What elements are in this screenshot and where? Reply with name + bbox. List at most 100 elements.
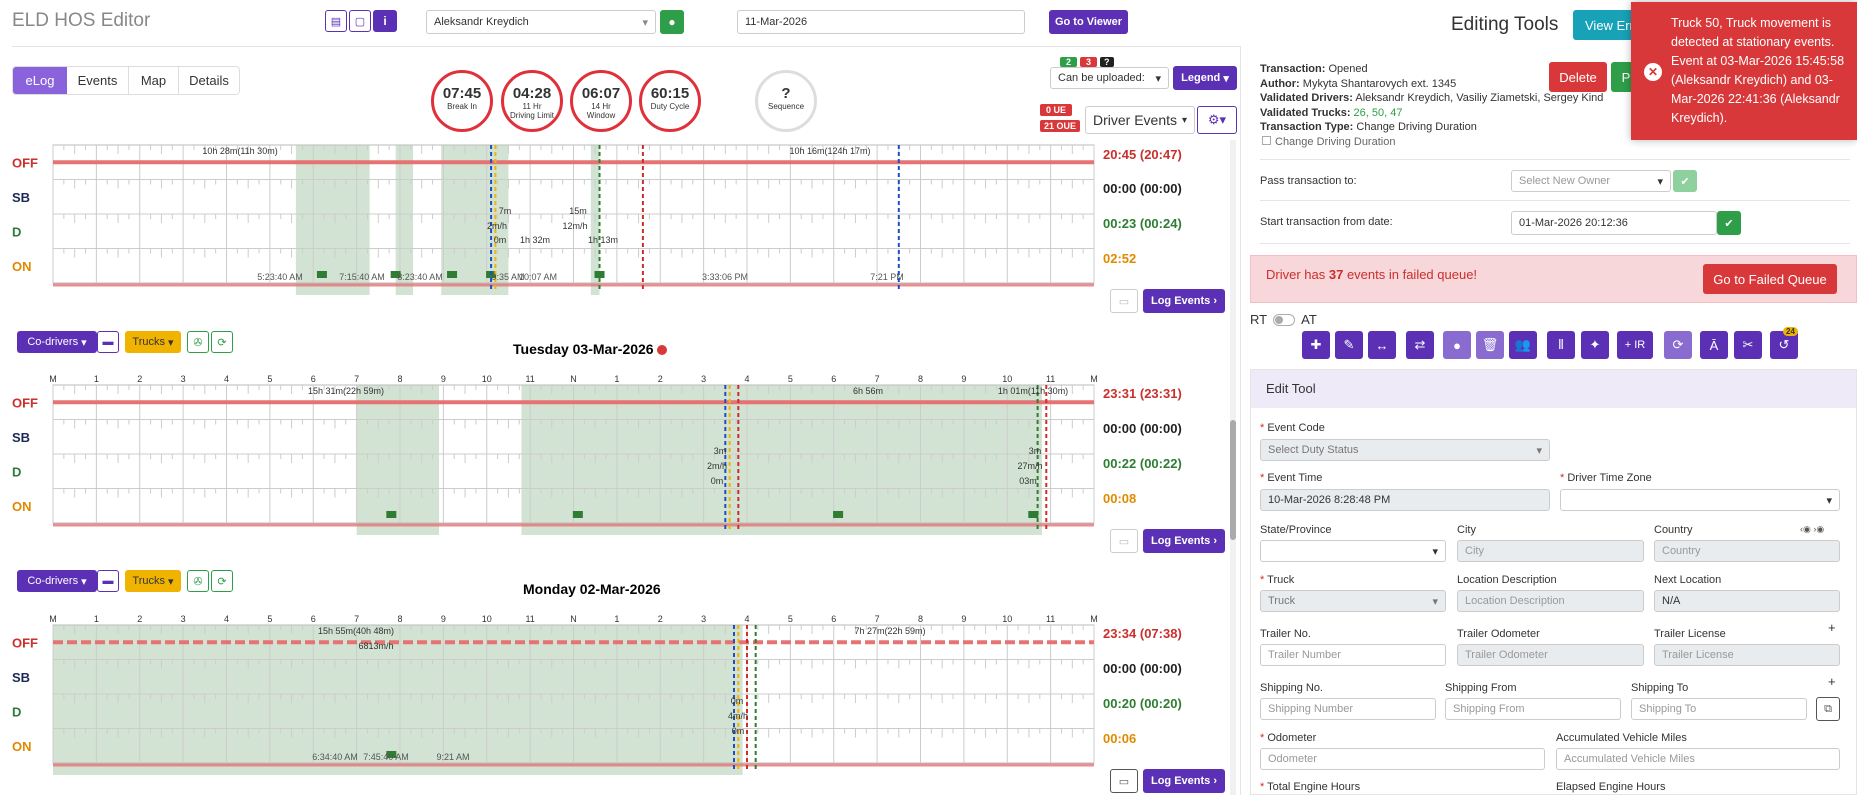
day2-refresh-icon[interactable]: ⟳ <box>211 331 233 353</box>
hour-label: 4 <box>744 374 749 384</box>
document-icon[interactable]: ▤ <box>325 10 347 32</box>
info-icon[interactable]: i <box>373 10 397 32</box>
delete-event-button[interactable]: 🗑 <box>1476 331 1504 359</box>
city-input[interactable]: City <box>1457 540 1644 562</box>
legend-button[interactable]: Legend ▾ <box>1173 66 1237 90</box>
magic-wand-icon: ✦ <box>1589 337 1601 352</box>
date-input[interactable]: 11-Mar-2026 <box>737 10 1025 34</box>
ship-from-input[interactable]: Shipping From <box>1445 698 1621 720</box>
add-event-button[interactable]: ✚ <box>1302 331 1330 359</box>
add-ir-button[interactable]: + IR <box>1617 331 1653 359</box>
state-select[interactable]: ▾ <box>1260 540 1446 562</box>
event-time-label: Event Time <box>1260 472 1322 484</box>
day3-log-events-button[interactable]: Log Events › <box>1143 769 1225 793</box>
day2-log-events-button[interactable]: Log Events › <box>1143 529 1225 553</box>
event-time-label: 9:21 AM <box>436 752 469 762</box>
failed-count: 37 <box>1328 267 1344 282</box>
truck-select[interactable]: Truck ▾ <box>1260 590 1446 612</box>
country-placeholder: Country <box>1662 545 1701 557</box>
divider <box>1260 200 1850 201</box>
day2-codrivers-button[interactable]: Co-drivers ▾ <box>17 331 97 353</box>
tab-map[interactable]: Map <box>129 67 179 94</box>
duration-annotation: 27m/h <box>1017 461 1042 471</box>
error-toast[interactable]: ✕ Truck 50, Truck movement is detected a… <box>1631 2 1857 140</box>
chevron-down-icon: ▾ <box>1155 72 1161 85</box>
next-loc-input[interactable]: N/A <box>1654 590 1840 612</box>
shift-event-button[interactable]: ↔ <box>1368 331 1396 359</box>
checkbox-icon[interactable] <box>1262 135 1271 145</box>
scrollbar-thumb[interactable] <box>1230 420 1236 540</box>
cut-tool-button[interactable]: ✂ <box>1734 331 1762 359</box>
day2-robot-icon[interactable]: ✇ <box>187 331 209 353</box>
note-icon[interactable]: ▢ <box>349 10 371 32</box>
start-date-input[interactable]: 01-Mar-2026 20:12:36 <box>1511 211 1717 235</box>
day3-truck-icon[interactable]: ▬ <box>97 570 119 592</box>
day1-comment-button[interactable]: ▭ <box>1110 289 1138 313</box>
upload-select[interactable]: Can be uploaded: ▾ <box>1050 67 1169 89</box>
columns-button[interactable]: ⦀ <box>1547 331 1575 359</box>
shaded-period <box>295 145 370 295</box>
go-to-failed-queue-button[interactable]: Go to Failed Queue <box>1703 264 1837 294</box>
day3-codrivers-button[interactable]: Co-drivers ▾ <box>17 570 97 592</box>
driver-events-select[interactable]: Driver Events ▾ <box>1085 106 1195 134</box>
log-events-label: Log Events <box>1150 775 1211 787</box>
add-shipping-icon[interactable]: + <box>1828 674 1836 689</box>
magic-button[interactable]: ✦ <box>1581 331 1609 359</box>
loc-desc-input[interactable]: Location Description <box>1457 590 1644 612</box>
day1-log-events-button[interactable]: Log Events › <box>1143 289 1225 313</box>
tab-events[interactable]: Events <box>67 67 129 94</box>
trailer-no-input[interactable]: Trailer Number <box>1260 644 1446 666</box>
day3-comment-button[interactable]: ▭ <box>1110 769 1138 793</box>
location-pin-icons[interactable]: ‹◉ ›◉ <box>1800 524 1825 534</box>
driver-select[interactable]: Aleksandr Kreydich ▾ <box>426 10 656 34</box>
day2-truck-icon[interactable]: ▬ <box>97 331 119 353</box>
duration-annotation: 4m/h <box>728 711 748 721</box>
new-owner-select[interactable]: Select New Owner ▾ <box>1511 170 1671 192</box>
pass-confirm-button[interactable]: ✔ <box>1673 170 1697 192</box>
ship-no-input[interactable]: Shipping Number <box>1260 698 1436 720</box>
day3-robot-icon[interactable]: ✇ <box>187 570 209 592</box>
event-time-input[interactable]: 10-Mar-2026 8:28:48 PM <box>1260 489 1550 511</box>
copy-button[interactable]: ⧉ <box>1816 697 1840 721</box>
edit-event-button[interactable]: ✎ <box>1335 331 1363 359</box>
hour-label: N <box>570 374 577 384</box>
codriver-event-button[interactable]: 👥 <box>1509 331 1537 359</box>
truck-marker-icon <box>316 271 327 278</box>
hour-label: 4 <box>224 374 229 384</box>
text-tool-button[interactable]: Ā <box>1700 331 1728 359</box>
day2-comment-button[interactable]: ▭ <box>1110 529 1138 553</box>
delete-button[interactable]: Delete <box>1549 62 1607 92</box>
divider <box>1260 243 1850 244</box>
acc-miles-input[interactable]: Accumulated Vehicle Miles <box>1556 748 1840 770</box>
event-code-select[interactable]: Select Duty Status ▾ <box>1260 439 1550 461</box>
driver-profile-button[interactable]: ● <box>660 10 684 34</box>
hour-label: 5 <box>267 374 272 384</box>
odometer-input[interactable]: Odometer <box>1260 748 1545 770</box>
driver-event-button[interactable]: ● <box>1443 331 1471 359</box>
charts-scrollbar[interactable] <box>1230 140 1236 795</box>
tab-details[interactable]: Details <box>179 67 239 94</box>
close-icon[interactable]: ✕ <box>1644 63 1662 81</box>
hour-label: 6 <box>831 614 836 624</box>
country-input[interactable]: Country <box>1654 540 1840 562</box>
day3-trucks-button[interactable]: Trucks ▾ <box>125 570 181 592</box>
day3-refresh-icon[interactable]: ⟳ <box>211 570 233 592</box>
trailer-odo-input[interactable]: Trailer Odometer <box>1457 644 1644 666</box>
tab-elog[interactable]: eLog <box>13 67 67 94</box>
add-trailer-icon[interactable]: + <box>1828 620 1836 635</box>
refresh-tool-button[interactable]: ⟳ <box>1664 331 1692 359</box>
go-to-viewer-button[interactable]: Go to Viewer <box>1049 10 1128 34</box>
swap-event-button[interactable]: ⇄ <box>1406 331 1434 359</box>
ship-to-input[interactable]: Shipping To <box>1631 698 1807 720</box>
loc-desc-placeholder: Location Description <box>1465 595 1565 607</box>
settings-button[interactable]: ⚙▾ <box>1197 106 1237 134</box>
status-row-label: OFF <box>12 635 38 650</box>
status-row-label: D <box>12 704 21 719</box>
day2-trucks-button[interactable]: Trucks ▾ <box>125 331 181 353</box>
hour-label: 8 <box>918 614 923 624</box>
change-driving-checkbox[interactable]: Change Driving Duration <box>1260 135 1640 150</box>
toggle-switch[interactable] <box>1273 313 1296 326</box>
tz-select[interactable]: ▾ <box>1560 489 1840 511</box>
trailer-lic-input[interactable]: Trailer License <box>1654 644 1840 666</box>
start-confirm-button[interactable]: ✔ <box>1717 211 1741 235</box>
